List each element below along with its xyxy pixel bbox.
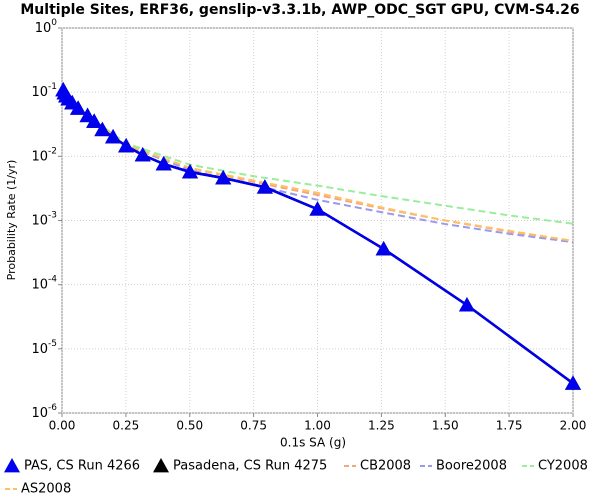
y-tick-label: 100 bbox=[35, 18, 58, 36]
series-line bbox=[62, 89, 574, 385]
y-tick-exponent: -2 bbox=[48, 146, 57, 156]
y-tick-exponent: 0 bbox=[51, 18, 57, 28]
y-tick-exponent: -6 bbox=[48, 403, 57, 413]
y-tick-exponent: -3 bbox=[48, 210, 57, 220]
x-tick-label: 2.00 bbox=[560, 419, 587, 433]
data-point bbox=[105, 129, 122, 144]
x-tick-label: 0.50 bbox=[176, 419, 203, 433]
data-point bbox=[458, 297, 475, 312]
y-tick-label: 10-4 bbox=[31, 274, 57, 292]
legend-label: PAS, CS Run 4266 bbox=[24, 459, 140, 474]
data-point bbox=[155, 155, 172, 171]
x-tick-label: 1.25 bbox=[368, 419, 395, 433]
series-line bbox=[86, 114, 574, 242]
x-axis-label: 0.1s SA (g) bbox=[280, 436, 346, 450]
series-line bbox=[62, 89, 574, 385]
legend-label: Boore2008 bbox=[436, 459, 507, 474]
series-line bbox=[86, 114, 574, 244]
y-tick-label: 10-2 bbox=[31, 146, 57, 164]
x-tick-label: 0.00 bbox=[49, 419, 76, 433]
y-tick-exponent: -1 bbox=[48, 82, 57, 92]
data-point bbox=[215, 169, 232, 185]
y-tick-base: 10 bbox=[31, 341, 48, 356]
x-tick-label: 0.25 bbox=[113, 419, 140, 433]
legend-label: Pasadena, CS Run 4275 bbox=[173, 459, 327, 474]
y-axis-label: Probability Rate (1/yr) bbox=[5, 160, 18, 281]
y-tick-label: 10-3 bbox=[31, 210, 57, 228]
legend-marker bbox=[153, 458, 169, 473]
y-tick-label: 10-1 bbox=[31, 82, 57, 100]
legend-label: AS2008 bbox=[21, 482, 71, 497]
y-tick-base: 10 bbox=[31, 213, 48, 228]
legend-marker bbox=[4, 458, 20, 473]
data-point bbox=[70, 100, 87, 115]
y-tick-label: 10-5 bbox=[31, 338, 57, 356]
y-tick-base: 10 bbox=[35, 21, 52, 36]
data-point bbox=[375, 240, 392, 256]
y-tick-base: 10 bbox=[31, 277, 48, 292]
series-line bbox=[86, 114, 574, 242]
legend-label: CY2008 bbox=[538, 459, 588, 474]
x-tick-label: 1.50 bbox=[432, 419, 459, 433]
x-tick-label: 1.00 bbox=[304, 419, 331, 433]
x-tick-label: 0.75 bbox=[240, 419, 267, 433]
y-tick-label: 10-6 bbox=[31, 403, 57, 421]
data-point bbox=[94, 121, 111, 137]
series-line bbox=[86, 114, 574, 225]
data-point bbox=[86, 113, 103, 128]
chart-title: Multiple Sites, ERF36, genslip-v3.3.1b, … bbox=[20, 2, 579, 18]
y-tick-base: 10 bbox=[31, 85, 48, 100]
x-tick-label: 1.75 bbox=[496, 419, 523, 433]
data-point bbox=[256, 179, 273, 194]
legend-label: CB2008 bbox=[360, 459, 411, 474]
data-point bbox=[182, 163, 199, 179]
data-point bbox=[565, 375, 581, 390]
y-tick-base: 10 bbox=[31, 406, 48, 421]
data-point bbox=[118, 137, 135, 153]
data-point bbox=[309, 201, 326, 216]
y-tick-exponent: -5 bbox=[48, 338, 57, 348]
y-tick-base: 10 bbox=[31, 149, 48, 164]
y-tick-exponent: -4 bbox=[48, 274, 57, 284]
data-point bbox=[134, 146, 151, 162]
